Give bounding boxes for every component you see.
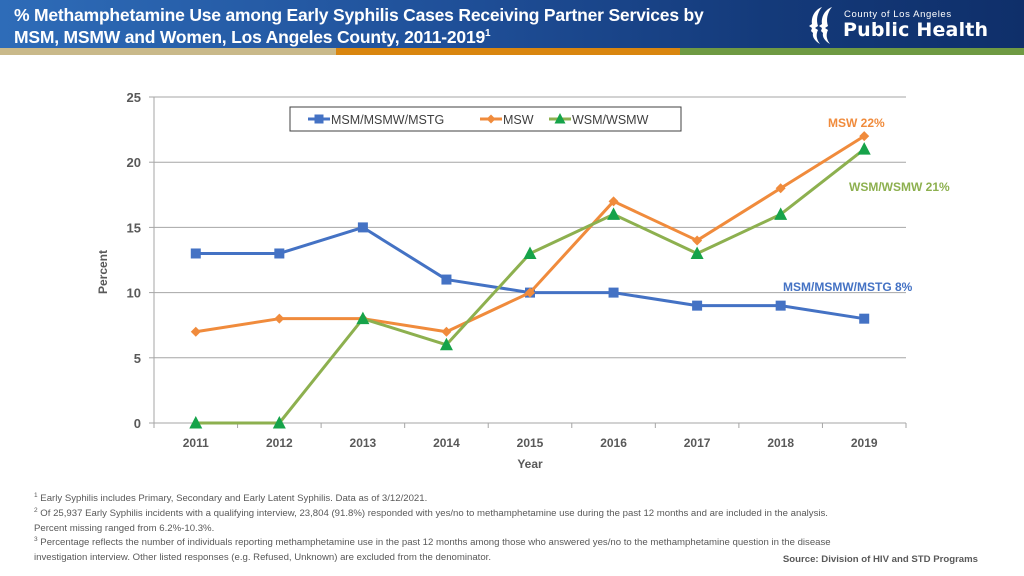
footnote-line: 1 Early Syphilis includes Primary, Secon… (34, 492, 994, 507)
footnote-line: 2 Of 25,937 Early Syphilis incidents wit… (34, 507, 994, 522)
title-footnote-marker: 1 (485, 28, 491, 40)
legend-item: MSW (480, 113, 534, 127)
legend-label: MSM/MSMW/MSTG (331, 113, 444, 127)
y-axis-ticks: 0 5 10 15 20 25 (127, 90, 141, 431)
data-point-square (775, 300, 786, 311)
data-point-square (357, 222, 368, 233)
x-axis-ticks: 2011 2012 2013 2014 2015 2016 2017 2018 2019 (183, 436, 878, 450)
y-tick-label: 20 (127, 155, 141, 170)
legend-label: MSW (503, 113, 534, 127)
stripe-segment-tan (0, 48, 336, 55)
data-point-square (608, 287, 619, 298)
gridlines (154, 96, 906, 359)
legend-marker-triangle (554, 113, 566, 124)
footnote-text: Early Syphilis includes Primary, Seconda… (37, 493, 428, 504)
x-tick-label: 2019 (851, 436, 878, 450)
x-tick-label: 2018 (767, 436, 794, 450)
y-tick-label: 0 (134, 416, 141, 431)
y-tick-label: 15 (127, 220, 141, 235)
legend-label: WSM/WSMW (572, 113, 649, 127)
axes (149, 96, 907, 428)
end-label: WSM/WSMW 21% (849, 180, 950, 194)
footnote-text: Of 25,937 Early Syphilis incidents with … (37, 507, 828, 519)
y-tick-label: 25 (127, 90, 141, 105)
footnote-line: 3 Percentage reflects the number of indi… (34, 536, 994, 551)
data-point-triangle (690, 246, 704, 259)
data-point-triangle (272, 416, 286, 429)
data-point-diamond (190, 326, 201, 337)
x-tick-label: 2015 (517, 436, 544, 450)
end-label: MSW 22% (828, 116, 885, 130)
data-point-triangle (356, 311, 370, 325)
data-point-triangle (857, 142, 871, 155)
end-label: MSM/MSMW/MSTG 8% (783, 280, 913, 294)
header-color-stripe (0, 48, 1024, 55)
series-wsm-wsmw (189, 142, 871, 429)
stripe-segment-green (680, 48, 1024, 55)
series-msm-msmw-mstg (190, 222, 870, 324)
x-axis-title: Year (517, 457, 543, 471)
footnote-marker: 1 (34, 491, 38, 499)
series-line (195, 134, 866, 334)
title-line-2-text: MSM, MSMW and Women, Los Angeles County,… (14, 27, 486, 47)
x-tick-label: 2017 (684, 436, 711, 450)
data-point-triangle (189, 416, 203, 429)
data-point-square (692, 300, 703, 311)
slide-header: % Methamphetamine Use among Early Syphil… (0, 0, 1024, 48)
legend-item: MSM/MSMW/MSTG (308, 113, 444, 127)
y-axis-title: Percent (96, 250, 110, 294)
data-point-diamond (274, 313, 285, 324)
data-point-square (859, 313, 870, 324)
footnote-text: Percent missing ranged from 6.2%-10.3%. (34, 522, 215, 534)
x-tick-label: 2014 (433, 436, 460, 450)
data-point-diamond (608, 196, 619, 207)
data-point-diamond (441, 326, 452, 337)
series-msw (190, 131, 870, 337)
x-tick-label: 2016 (600, 436, 627, 450)
title-line-2: MSM, MSMW and Women, Los Angeles County,… (14, 26, 704, 48)
y-tick-label: 5 (134, 351, 141, 366)
x-tick-label: 2013 (350, 436, 377, 450)
footnote-marker: 3 (34, 536, 38, 544)
public-health-logo: County of Los Angeles Public Health (806, 4, 1006, 46)
slide-title: % Methamphetamine Use among Early Syphil… (14, 4, 704, 48)
source-note: Source: Division of HIV and STD Programs (782, 554, 978, 565)
data-point-square (274, 248, 285, 259)
legend-marker-diamond (486, 114, 496, 124)
footnote-line: investigation interview. Other listed re… (34, 551, 994, 566)
data-point-square (441, 274, 452, 285)
legend-item: WSM/WSMW (549, 113, 649, 127)
x-tick-label: 2012 (266, 436, 293, 450)
series-line (195, 225, 865, 321)
data-point-diamond (859, 131, 870, 142)
legend-marker-square (314, 114, 324, 124)
footnote-text: investigation interview. Other listed re… (34, 552, 492, 564)
series-line (195, 147, 866, 425)
data-point-square (190, 248, 201, 259)
footnote-line: Percent missing ranged from 6.2%-10.3%. (34, 522, 994, 537)
data-point-triangle (523, 246, 537, 259)
x-tick-label: 2011 (183, 436, 209, 450)
stripe-segment-orange (336, 48, 680, 55)
data-point-triangle (439, 337, 453, 351)
end-labels: MSM/MSMW/MSTG 8% MSW 22% WSM/WSMW 21% (783, 116, 950, 294)
data-point-triangle (774, 207, 788, 220)
logo-public-health-text: Public Health (843, 19, 989, 41)
chart-legend: MSM/MSMW/MSTG MSW WSM/WSMW (289, 106, 682, 132)
footnote-marker: 2 (34, 506, 38, 514)
data-point-diamond (775, 183, 786, 194)
data-point-diamond (692, 235, 703, 246)
series-group (189, 131, 871, 429)
profiles-logo-icon (809, 7, 832, 44)
data-point-triangle (607, 207, 621, 220)
y-tick-label: 10 (127, 286, 141, 301)
title-line-1: % Methamphetamine Use among Early Syphil… (14, 5, 704, 25)
footnotes: 1 Early Syphilis includes Primary, Secon… (34, 492, 994, 566)
logo-county-text: County of Los Angeles (844, 9, 952, 20)
data-point-diamond (525, 287, 535, 298)
footnote-text: Percentage reflects the number of indivi… (37, 537, 831, 549)
